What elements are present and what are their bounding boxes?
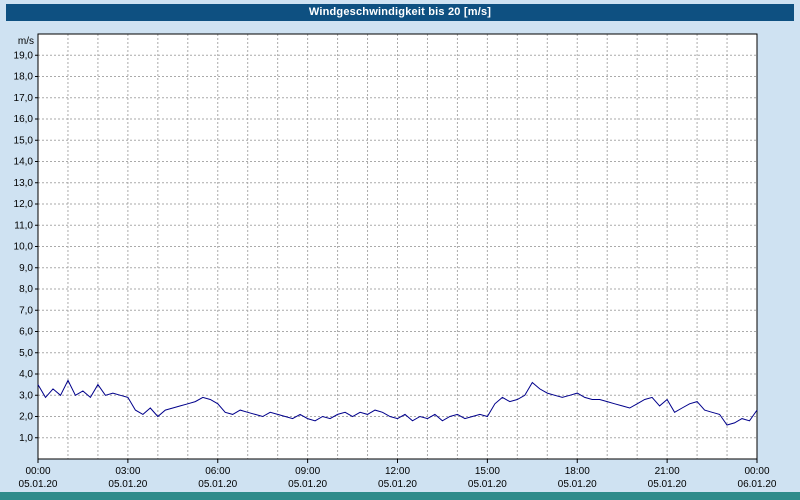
x-tick-date-label: 05.01.20: [108, 479, 147, 490]
y-tick-label: 15,0: [14, 135, 34, 146]
y-tick-label: 5,0: [19, 348, 33, 359]
chart-area: m/s 19,0 18,0 17,0 16,0 15,0 14,0 13,0 12,0 11,0…: [0, 23, 800, 492]
x-tick-time-label: 09:00: [295, 466, 320, 477]
wind-speed-line: [37, 379, 758, 426]
wind-speed-chart: m/s 19,0 18,0 17,0 16,0 15,0 14,0 13,0 12,0 11,0…: [14, 33, 777, 490]
x-tick-date-label: 05.01.20: [288, 479, 327, 490]
y-axis-unit-label: m/s: [18, 36, 34, 47]
x-tick-date-label: 05.01.20: [19, 479, 58, 490]
y-tick-label: 16,0: [14, 114, 34, 125]
footer-strip: [0, 492, 800, 500]
y-tick-label: 18,0: [14, 72, 34, 83]
y-tick-label: 19,0: [14, 50, 34, 61]
y-tick-label: 8,0: [19, 284, 33, 295]
x-tick-date-label: 05.01.20: [648, 479, 687, 490]
chart-title-bar: Windgeschwindigkeit bis 20 [m/s]: [6, 4, 794, 21]
y-tick-label: 12,0: [14, 199, 34, 210]
x-tick-time-label: 00:00: [744, 466, 769, 477]
x-tick-date-label: 06.01.20: [738, 479, 777, 490]
y-tick-label: 2,0: [19, 412, 33, 423]
x-tick-time-label: 06:00: [205, 466, 230, 477]
x-tick-time-label: 21:00: [655, 466, 680, 477]
x-tick-time-label: 00:00: [25, 466, 50, 477]
y-tick-label: 13,0: [14, 178, 34, 189]
y-tick-label: 10,0: [14, 242, 34, 253]
y-tick-label: 14,0: [14, 157, 34, 168]
x-tick-time-label: 12:00: [385, 466, 410, 477]
x-tick-time-label: 15:00: [475, 466, 500, 477]
y-tick-label: 1,0: [19, 433, 33, 444]
x-tick-date-label: 05.01.20: [378, 479, 417, 490]
y-tick-label: 4,0: [19, 369, 33, 380]
y-tick-label: 3,0: [19, 390, 33, 401]
x-tick-time-label: 18:00: [565, 466, 590, 477]
x-tick-date-label: 05.01.20: [558, 479, 597, 490]
y-tick-label: 11,0: [14, 220, 33, 231]
x-tick-date-label: 05.01.20: [198, 479, 237, 490]
y-tick-label: 6,0: [19, 327, 33, 338]
y-tick-label: 17,0: [14, 93, 34, 104]
x-tick-date-label: 05.01.20: [468, 479, 507, 490]
y-tick-label: 7,0: [19, 305, 33, 316]
y-tick-label: 9,0: [19, 263, 33, 274]
x-tick-time-label: 03:00: [115, 466, 140, 477]
